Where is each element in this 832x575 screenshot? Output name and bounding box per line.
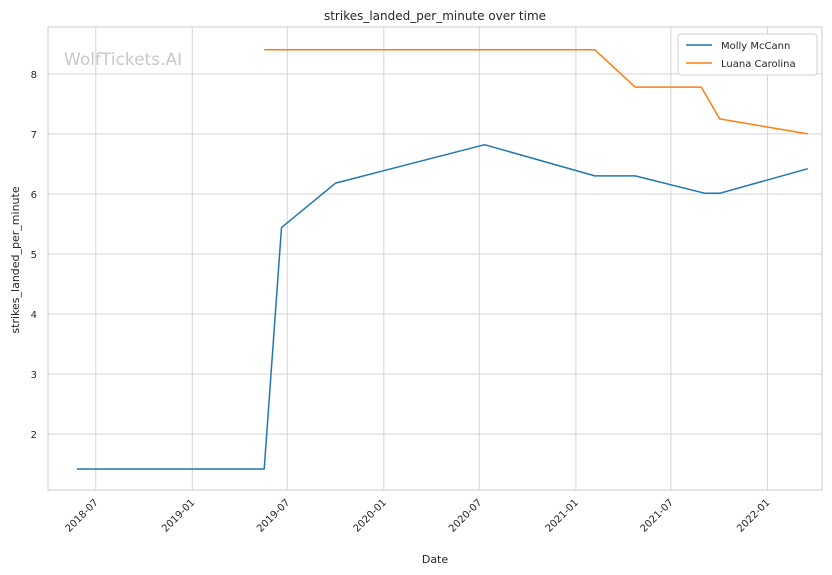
- legend: Molly McCann Luana Carolina: [677, 33, 818, 76]
- y-tick-label: 2: [31, 430, 37, 441]
- y-tick-label: 6: [31, 190, 37, 201]
- grid-layer: [48, 27, 822, 490]
- plot-frame: [47, 26, 823, 491]
- watermark: WolfTickets.AI: [64, 50, 182, 70]
- series-line-luana-carolina: [264, 49, 808, 135]
- y-tick-label: 4: [31, 310, 37, 321]
- series-line-molly-mccann: [76, 143, 809, 470]
- y-tick-label: 3: [31, 370, 37, 381]
- legend-label-molly-mccann: Molly McCann: [721, 41, 790, 52]
- y-axis-label: strikes_landed_per_minute: [9, 186, 22, 333]
- y-tick-label: 8: [31, 70, 37, 81]
- series-layer: [76, 49, 809, 470]
- chart-title: strikes_landed_per_minute over time: [324, 9, 546, 23]
- y-tick-label: 7: [31, 130, 37, 141]
- x-axis-label: Date: [422, 553, 449, 566]
- legend-box: [677, 33, 818, 76]
- y-tick-label: 5: [31, 250, 37, 261]
- legend-label-luana-carolina: Luana Carolina: [721, 59, 796, 70]
